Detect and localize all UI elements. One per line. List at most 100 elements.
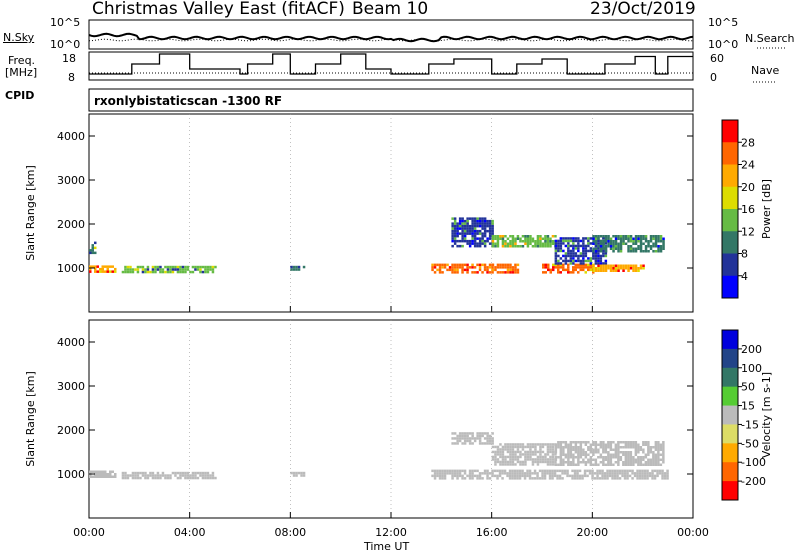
echo-cell: [584, 266, 587, 269]
echo-cell: [151, 471, 155, 475]
velocity-colorbar-segment: [722, 481, 738, 501]
echo-cell: [473, 242, 477, 245]
echo-cell: [99, 475, 102, 478]
echo-cell: [564, 453, 568, 456]
echo-cell: [448, 469, 452, 473]
echo-cell: [96, 475, 99, 478]
echo-cell: [624, 441, 628, 444]
velocity-colorbar-segment: [722, 330, 738, 350]
echo-cell: [483, 227, 487, 230]
echo-cell: [604, 456, 608, 459]
echo-cell: [546, 443, 550, 446]
echo-cell: [659, 448, 663, 451]
echo-cell: [124, 270, 127, 274]
echo-cell: [526, 235, 530, 238]
echo-cell: [602, 458, 605, 461]
echo-cell: [486, 237, 489, 240]
echo-cell: [496, 263, 500, 267]
echo-cell: [466, 232, 469, 235]
echo-cell: [576, 477, 579, 480]
echo-cell: [666, 469, 669, 473]
echo-cell: [587, 441, 590, 444]
echo-cell: [441, 474, 444, 478]
echo-cell: [297, 265, 301, 269]
echo-cell: [554, 249, 558, 253]
echo-cell: [566, 469, 569, 473]
echo-cell: [483, 229, 487, 233]
echo-cell: [567, 451, 570, 454]
echo-cell: [201, 265, 205, 269]
echo-cell: [204, 268, 207, 271]
echo-cell: [438, 263, 442, 267]
echo-cell: [536, 242, 540, 245]
echo-cell: [526, 245, 530, 248]
echo-cell: [144, 474, 147, 477]
echo-cell: [463, 469, 467, 473]
echo-cell: [602, 461, 605, 464]
echo-cell: [438, 469, 442, 473]
echo-cell: [478, 432, 482, 435]
echo-cell: [521, 448, 525, 451]
echo-cell: [506, 268, 510, 272]
echo-cell: [468, 439, 472, 443]
echo-cell: [443, 472, 447, 475]
echo-cell: [481, 242, 484, 245]
echo-cell: [637, 240, 640, 243]
echo-cell: [569, 456, 573, 459]
echo-cell: [634, 267, 638, 270]
echo-cell: [589, 257, 593, 260]
echo-cell: [602, 463, 605, 466]
echo-cell: [644, 250, 648, 253]
echo-cell: [476, 244, 479, 248]
echo-cell: [524, 235, 527, 238]
echo-cell: [597, 262, 600, 265]
echo-cell: [614, 451, 618, 454]
echo-cell: [579, 259, 583, 263]
echo-cell: [643, 472, 647, 475]
echo-cell: [582, 461, 585, 464]
echo-cell: [458, 439, 462, 443]
echo-cell: [541, 469, 544, 473]
echo-cell: [564, 237, 568, 240]
echo-cell: [481, 271, 484, 274]
echo-cell: [577, 263, 580, 267]
freq-panel-frame: [88, 51, 694, 81]
echo-cell: [501, 460, 505, 464]
echo-cell: [511, 237, 515, 240]
echo-cell: [599, 446, 603, 449]
echo-cell: [471, 239, 474, 243]
echo-cell: [519, 237, 522, 240]
echo-region: [121, 265, 217, 274]
echo-cell: [582, 451, 585, 454]
echo-cell: [491, 474, 494, 478]
echo-cell: [602, 262, 605, 265]
echo-cell: [504, 448, 507, 451]
echo-cell: [663, 477, 667, 480]
echo-cell: [501, 472, 504, 475]
echo-cell: [136, 471, 140, 475]
echo-cell: [567, 237, 570, 240]
echo-cell: [609, 446, 613, 449]
echo-cell: [589, 448, 593, 451]
echo-cell: [508, 469, 512, 473]
echo-cell: [579, 441, 583, 444]
echo-cell: [622, 237, 625, 240]
echo-cell: [481, 232, 484, 235]
echo-cell: [463, 234, 467, 238]
echo-cell: [548, 469, 552, 473]
echo-cell: [559, 458, 563, 461]
echo-cell: [554, 242, 558, 245]
echo-cell: [546, 460, 550, 464]
echo-cell: [592, 458, 595, 461]
echo-cell: [643, 477, 647, 480]
echo-cell: [562, 453, 565, 456]
echo-cell: [578, 474, 582, 478]
echo-cell: [564, 252, 568, 255]
echo-cell: [554, 458, 558, 461]
echo-cell: [542, 263, 545, 267]
echo-cell: [621, 472, 624, 475]
echo-cell: [541, 477, 544, 480]
power-colorbar-segment: [722, 164, 738, 188]
echo-cell: [592, 267, 595, 270]
echo-cell: [634, 453, 638, 456]
